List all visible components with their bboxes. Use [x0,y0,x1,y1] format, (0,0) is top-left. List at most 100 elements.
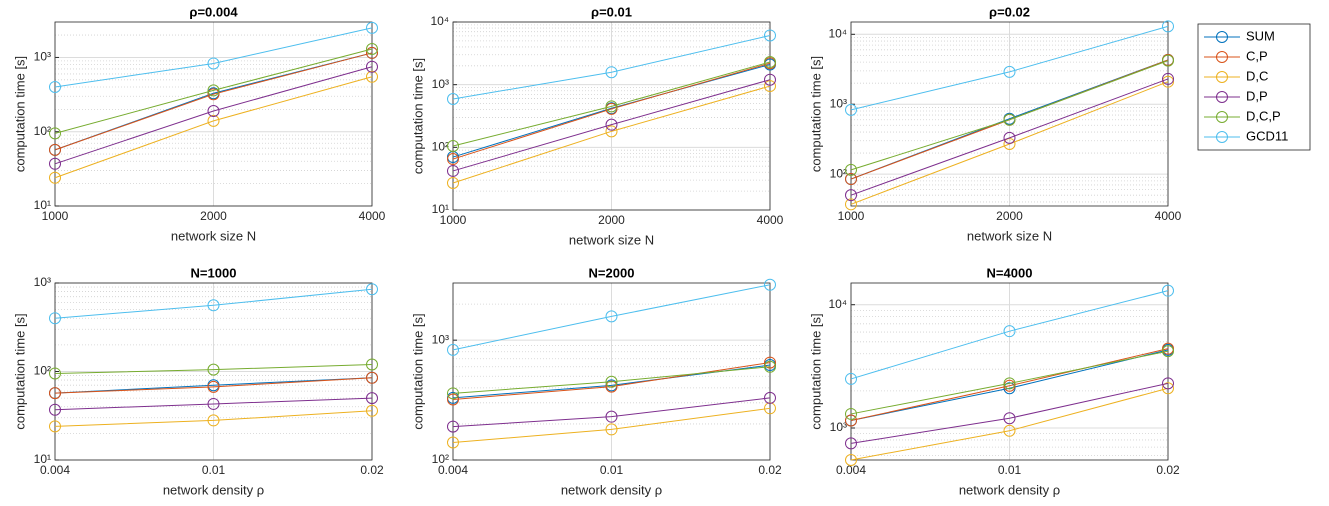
marker [1003,65,1016,78]
marker [207,84,220,97]
marker [1162,342,1174,355]
y-tick-label: 10¹ [432,202,449,216]
x-axis-label: network density ρ [163,482,264,497]
legend-marker [1216,51,1228,63]
marker [1162,345,1174,358]
axes-box [850,282,1169,461]
marker [605,380,618,393]
x-tick-label: 0.01 [600,463,624,477]
series-line: D,C,P [54,363,373,374]
series-line: D,C,P [452,366,771,394]
marker [1003,131,1016,144]
marker [845,372,857,385]
series-line: D,C,P [850,350,1169,415]
marker [845,407,857,420]
marker [605,118,618,131]
marker [49,127,61,140]
chart-title: N=4000 [987,265,1033,280]
series-line: GCD11 [850,25,1169,111]
marker [605,102,618,115]
marker [845,189,857,202]
y-tick-label: 10¹ [34,452,51,466]
y-tick-label: 10⁴ [430,14,449,28]
y-tick-label: 10¹ [34,198,51,212]
marker [207,363,220,376]
legend-box [1197,23,1311,151]
marker [207,397,220,410]
marker [207,105,220,118]
marker [207,299,220,312]
legend-marker [1216,91,1228,103]
marker [366,21,378,34]
y-axis-label: computation time [s] [12,56,27,172]
marker [764,278,776,291]
marker [764,356,776,369]
series-line: GCD11 [54,288,373,319]
legend-label: GCD11 [1246,128,1288,143]
marker [1003,137,1016,150]
subplot: 10¹ 10² 10³ 1000 2000 4000 SUMC,PD,CD,PD,C,PGC… [12,4,385,243]
marker [366,46,378,59]
series-line: C,P [850,348,1169,421]
marker [1003,325,1016,338]
marker [366,42,378,55]
legend-label: SUM [1246,28,1275,43]
marker [366,60,378,73]
marker [447,343,459,356]
marker [605,100,618,113]
marker [447,420,459,433]
x-tick-label: 1000 [838,209,865,223]
chart-title: N=1000 [191,265,237,280]
marker [605,310,618,323]
marker [49,312,61,325]
x-axis-label: network size N [569,232,654,247]
marker [605,423,618,436]
series-line: D,P [452,79,771,172]
x-tick-label: 4000 [359,209,386,223]
marker [845,198,857,211]
series-line: D,P [452,397,771,428]
marker [207,114,220,127]
marker [1162,377,1174,390]
marker [366,283,378,296]
marker [845,103,857,116]
y-tick-label: 10³ [34,50,51,64]
x-axis-label: network density ρ [561,482,662,497]
marker [1003,412,1016,425]
marker [1003,377,1016,390]
series-line: D,C,P [452,61,771,147]
x-axis-label: network density ρ [959,482,1060,497]
marker [447,387,459,400]
series-line: D,C [54,410,373,427]
marker [49,157,61,170]
legend-marker [1216,31,1228,43]
x-axis-label: network size N [967,228,1052,243]
legend-marker [1216,131,1228,143]
series-line: C,P [452,62,771,160]
y-axis-label: computation time [s] [410,58,425,174]
series-line: D,P [850,78,1169,196]
marker [764,55,776,68]
marker [1162,72,1174,85]
marker [1162,20,1174,33]
marker [845,163,857,176]
subplot: 10² 10³ 10⁴ 1000 2000 4000SUMC,PD,CD,PD,C,PGC… [808,4,1181,243]
marker [49,367,61,380]
axes-box [54,282,373,461]
marker [845,454,857,466]
marker [447,93,459,106]
axes-box [452,282,771,461]
x-tick-label: 0.01 [202,463,226,477]
chart-title: ρ=0.01 [591,4,632,19]
series-line: D,C [850,81,1169,205]
subplot: 10¹ 10² 10³ 10⁴ 1000 2000 4000 SUMC,PD,CD,PD,C,… [410,4,783,247]
marker [1162,75,1174,88]
axes-box [850,21,1169,207]
x-tick-label: 0.004 [836,463,866,477]
